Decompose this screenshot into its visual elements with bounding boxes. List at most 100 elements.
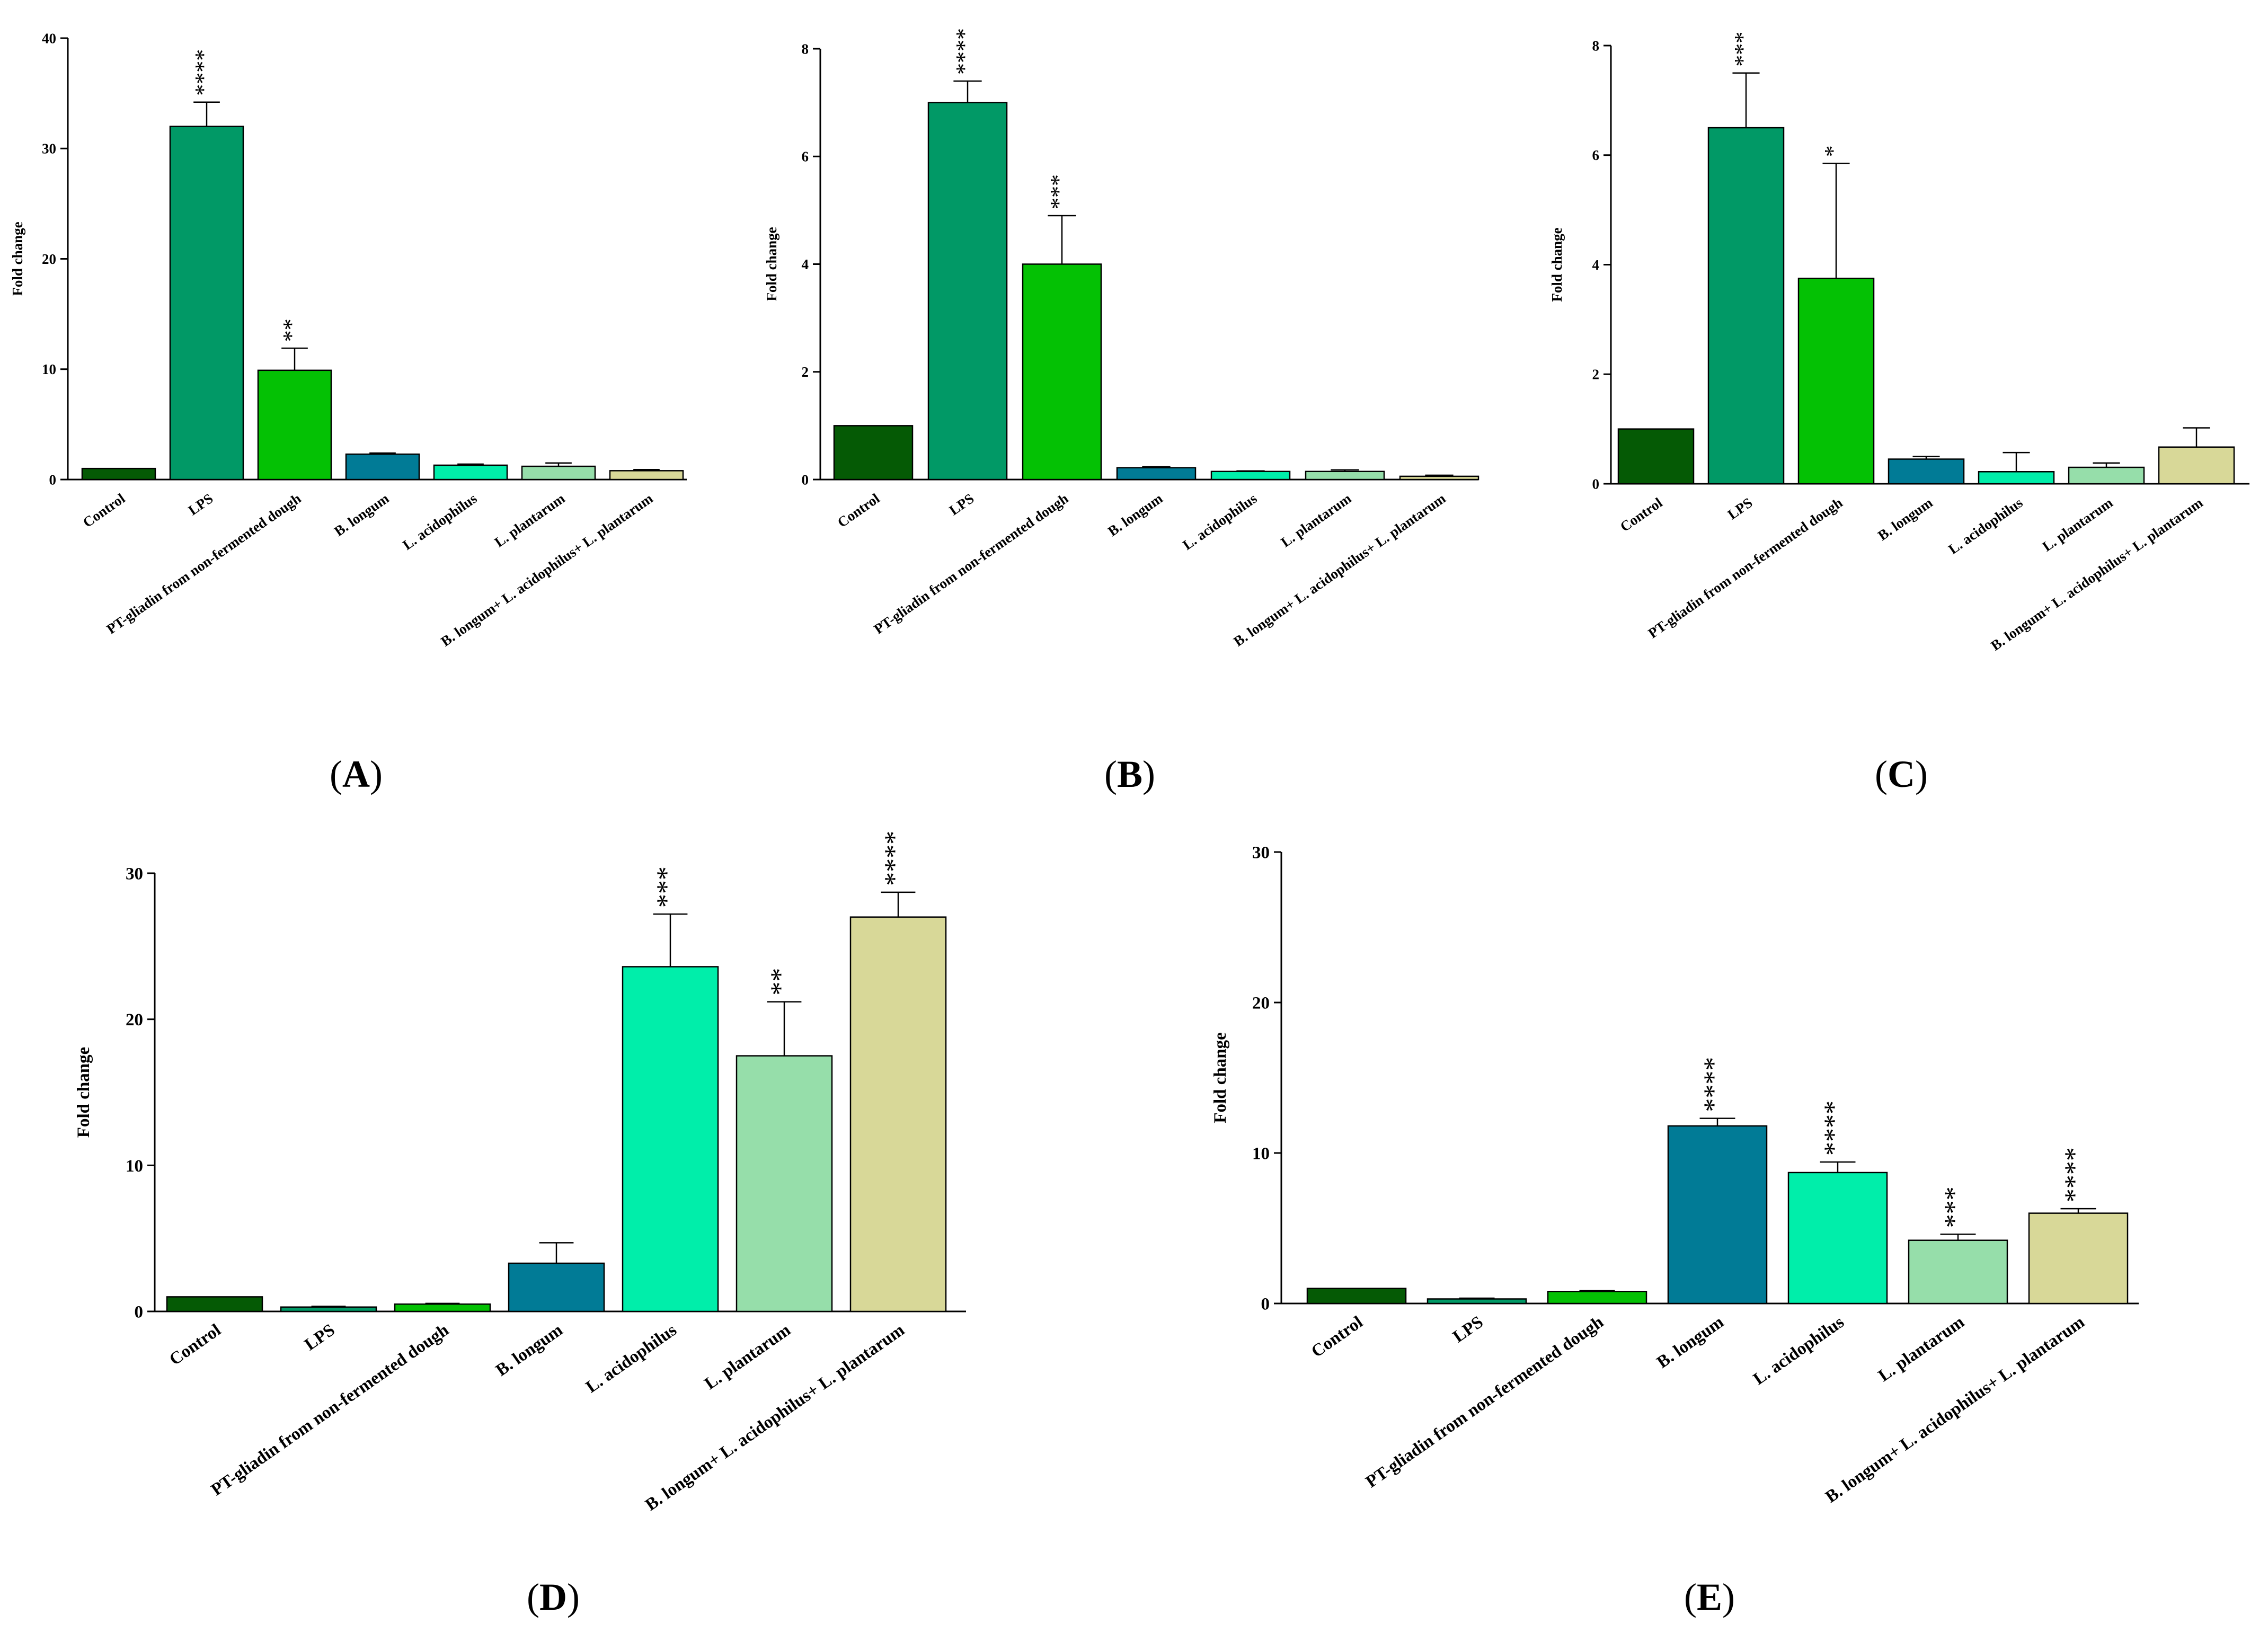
- bar: [1707, 127, 1785, 485]
- y-tick-label: 30: [42, 141, 56, 157]
- y-tick-label: 8: [1592, 38, 1600, 54]
- y-tick-label: 0: [802, 472, 809, 487]
- bar: [1305, 471, 1385, 481]
- bar: [166, 1296, 263, 1312]
- category-label: L. plantarum: [701, 1320, 794, 1394]
- y-tick-label: 10: [126, 1157, 143, 1176]
- bar: [1399, 475, 1479, 481]
- y-tick-label: 30: [1252, 844, 1270, 863]
- category-label: L. acidophilus: [1750, 1312, 1848, 1389]
- y-tick-label: 0: [135, 1303, 144, 1322]
- bar: [1617, 428, 1695, 485]
- bar: [1787, 1172, 1888, 1305]
- category-label: B. longum+ L. acidophilus+ L. plantarum: [1822, 1312, 2088, 1507]
- bar: [1116, 467, 1197, 481]
- bar: [609, 470, 684, 481]
- panel-a: 0 10 20 30 40 Fold change Control **** LPS ** PT-g…: [10, 30, 687, 795]
- bar: [1022, 263, 1102, 481]
- category-label: B. longum: [1875, 494, 1936, 544]
- category-label: L. plantarum: [492, 490, 568, 550]
- category-label: B. longum+ L. acidophilus+ L. plantarum: [1230, 490, 1449, 650]
- bar: [927, 102, 1008, 481]
- y-tick-label: 20: [126, 1010, 143, 1030]
- bar: [736, 1055, 833, 1312]
- y-tick-label: 40: [42, 30, 56, 46]
- y-tick-label: 0: [1261, 1295, 1270, 1314]
- y-tick-label: 4: [1592, 257, 1600, 273]
- bar: [433, 464, 508, 481]
- y-tick-label: 8: [802, 41, 809, 57]
- panel-label: (D): [527, 1576, 580, 1618]
- category-label: Control: [1308, 1312, 1366, 1361]
- bar: [1908, 1239, 2008, 1305]
- y-tick-label: 2: [802, 364, 809, 380]
- panel-label: (E): [1684, 1576, 1735, 1618]
- significance-label: **: [278, 318, 304, 342]
- significance-label: ****: [190, 49, 216, 96]
- category-label: L. acidophilus: [1180, 490, 1260, 553]
- category-label: PT-gliadin from non-fermented dough: [104, 490, 304, 637]
- significance-label: ***: [1730, 32, 1756, 67]
- significance-label: ****: [1819, 1101, 1849, 1156]
- bar: [2158, 446, 2235, 485]
- y-tick-label: 10: [1252, 1145, 1270, 1164]
- bar: [81, 467, 156, 481]
- category-label: Control: [80, 490, 128, 530]
- significance-label: ***: [651, 866, 681, 908]
- category-label: LPS: [301, 1320, 338, 1354]
- bar: [1888, 458, 1965, 485]
- bar: [833, 425, 914, 481]
- category-label: L. plantarum: [2040, 494, 2116, 554]
- y-tick-label: 6: [1592, 147, 1600, 163]
- category-label: Control: [1617, 494, 1665, 535]
- panel-c: 0 2 4 6 8 Fold change Control *** LPS * PT-gliadin…: [1549, 32, 2249, 795]
- significance-label: **: [765, 968, 795, 996]
- category-label: L. plantarum: [1278, 490, 1354, 550]
- significance-label: ****: [951, 28, 977, 75]
- category-label: Control: [166, 1320, 224, 1369]
- category-label: PT-gliadin from non-fermented dough: [871, 490, 1071, 637]
- panel-b: 0 2 4 6 8 Fold change Control **** LPS *** PT-glia…: [764, 28, 1479, 795]
- y-tick-label: 20: [42, 251, 56, 267]
- bar: [1547, 1291, 1647, 1305]
- y-tick-label: 0: [49, 472, 57, 487]
- bar: [622, 966, 719, 1312]
- y-tick-label: 10: [42, 361, 56, 377]
- bar: [280, 1306, 377, 1312]
- bar: [345, 453, 420, 481]
- y-tick-label: 6: [802, 149, 809, 165]
- y-tick-label: 4: [802, 256, 809, 272]
- panel-label: (B): [1104, 753, 1155, 795]
- category-label: PT-gliadin from non-fermented dough: [1645, 494, 1846, 641]
- significance-label: *: [1820, 145, 1846, 157]
- bar: [1210, 471, 1291, 481]
- category-label: B. longum+ L. acidophilus+ L. plantarum: [642, 1320, 908, 1515]
- y-tick-label: 30: [126, 865, 143, 884]
- y-axis-title: Fold change: [74, 1047, 93, 1138]
- bar: [521, 465, 596, 481]
- significance-label: ****: [1698, 1057, 1729, 1112]
- category-label: PT-gliadin from non-fermented dough: [208, 1320, 452, 1500]
- bar: [1427, 1298, 1527, 1305]
- bar: [1797, 278, 1875, 485]
- category-label: LPS: [946, 490, 977, 518]
- bar: [257, 369, 332, 481]
- category-label: LPS: [185, 490, 216, 518]
- y-tick-label: 20: [1252, 994, 1270, 1013]
- category-label: LPS: [1449, 1312, 1486, 1346]
- significance-label: ****: [2059, 1147, 2089, 1202]
- bar: [508, 1262, 605, 1312]
- bar: [1306, 1288, 1407, 1305]
- y-tick-label: 2: [1592, 367, 1600, 383]
- category-label: Control: [835, 490, 883, 530]
- bar: [169, 126, 244, 481]
- bar: [1978, 471, 2055, 485]
- category-label: B. longum: [1105, 490, 1166, 539]
- y-tick-label: 0: [1592, 476, 1600, 492]
- category-label: LPS: [1725, 494, 1756, 522]
- bar: [2028, 1212, 2129, 1305]
- significance-label: ***: [1046, 174, 1071, 209]
